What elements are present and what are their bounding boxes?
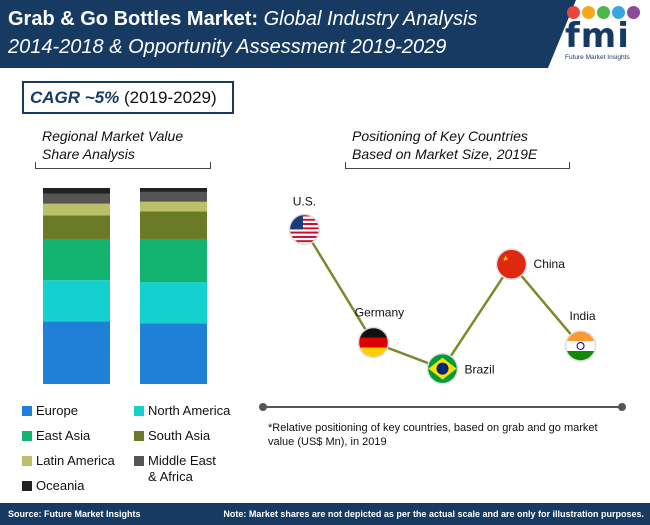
- legend-swatch: [134, 456, 144, 466]
- bar-segment: [140, 238, 207, 283]
- axis-end-right: [618, 403, 626, 411]
- title-italic-2: 2014-2018 & Opportunity Assessment 2019-…: [8, 36, 447, 58]
- legend-item: Middle East & Africa: [134, 453, 216, 485]
- legend-label: East Asia: [36, 428, 91, 443]
- legend-label: Middle East & Africa: [148, 453, 216, 484]
- logo-dots: [567, 6, 640, 19]
- legend-label: South Asia: [148, 428, 211, 443]
- right-chart-title: Positioning of Key Countries Based on Ma…: [352, 127, 537, 163]
- flag-marker-brazil: [426, 352, 459, 385]
- position-line: [303, 228, 582, 371]
- positioning-note: *Relative positioning of key countries, …: [268, 422, 598, 448]
- legend-swatch: [22, 406, 32, 416]
- bar-segment: [140, 282, 207, 324]
- country-label: Germany: [355, 306, 404, 320]
- legend-item: East Asia: [22, 428, 90, 444]
- legend-label: North America: [148, 403, 231, 418]
- bar-segment: [43, 203, 110, 216]
- flag-marker-germany: [357, 326, 390, 359]
- legend-item: Oceania: [22, 478, 84, 494]
- country-label: India: [570, 309, 596, 323]
- legend-label: Latin America: [36, 453, 115, 468]
- bar-segment: [140, 188, 207, 192]
- left-chart-title-line2: Share Analysis: [42, 146, 135, 162]
- legend-swatch: [134, 406, 144, 416]
- right-title-rule: [345, 162, 570, 169]
- logo-subtitle: Future Market Insights: [565, 54, 630, 61]
- legend-item: North America: [134, 403, 230, 419]
- logo-dot: [597, 6, 610, 19]
- flag-marker-india: [564, 330, 597, 362]
- bar-segment: [43, 321, 110, 384]
- footer-note: Note: Market shares are not depicted as …: [223, 509, 644, 519]
- bar-segment: [140, 323, 207, 384]
- bar-segment: [43, 215, 110, 239]
- cagr-label: CAGR ~5%: [30, 88, 120, 107]
- legend-swatch: [22, 456, 32, 466]
- left-chart-title: Regional Market Value Share Analysis: [42, 127, 183, 163]
- bar-segment: [140, 211, 207, 239]
- legend-label: Europe: [36, 403, 78, 418]
- country-label: China: [534, 257, 566, 271]
- cagr-box: CAGR ~5% (2019-2029): [22, 81, 234, 114]
- bar-segment: [43, 188, 110, 194]
- left-title-rule: [35, 162, 211, 169]
- page-title: Grab & Go Bottles Market: Global Industr…: [8, 5, 548, 61]
- footer-bar: Source: Future Market Insights Note: Mar…: [0, 503, 650, 525]
- bar-segment: [43, 238, 110, 281]
- legend-label: Oceania: [36, 478, 85, 493]
- legend-swatch: [22, 431, 32, 441]
- title-bar: Grab & Go Bottles Market: Global Industr…: [0, 0, 576, 68]
- flag-marker-china: [495, 248, 528, 280]
- logo-dot: [567, 6, 580, 19]
- right-chart-title-line2: Based on Market Size, 2019E: [352, 146, 538, 162]
- legend-swatch: [22, 481, 32, 491]
- fmi-logo: fmi Future Market Insights: [565, 6, 645, 64]
- axis-end-left: [259, 403, 267, 411]
- country-label: Brazil: [465, 363, 495, 377]
- cagr-period: (2019-2029): [124, 88, 217, 107]
- flag-marker-us: [288, 213, 321, 246]
- bar-segment: [43, 280, 110, 322]
- bar-segment: [43, 193, 110, 204]
- left-chart-title-line1: Regional Market Value: [42, 128, 184, 144]
- logo-dot: [582, 6, 595, 19]
- footer-source: Source: Future Market Insights: [8, 509, 141, 519]
- logo-dot: [612, 6, 625, 19]
- legend-item: Latin America: [22, 453, 115, 469]
- bar-segment: [140, 191, 207, 202]
- bar-segment: [140, 201, 207, 212]
- logo-dot: [627, 6, 640, 19]
- header-banner: Grab & Go Bottles Market: Global Industr…: [0, 0, 650, 68]
- country-label: U.S.: [293, 194, 316, 208]
- right-chart-title-line1: Positioning of Key Countries: [352, 128, 528, 144]
- legend-item: South Asia: [134, 428, 210, 444]
- legend-swatch: [134, 431, 144, 441]
- title-bold: Grab & Go Bottles Market:: [8, 8, 259, 30]
- logo-text: fmi: [565, 16, 630, 56]
- legend-item: Europe: [22, 403, 78, 419]
- title-italic-1: Global Industry Analysis: [258, 8, 478, 30]
